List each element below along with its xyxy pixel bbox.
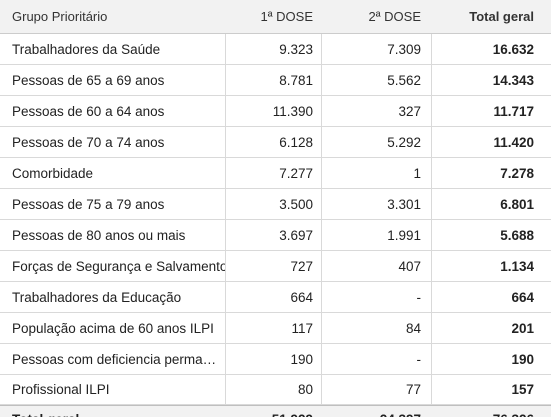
group-cell: Pessoas com deficiencia permane... [0,344,226,374]
header-total[interactable]: Total geral [469,9,534,24]
dose1-cell: 8.781 [226,65,322,95]
total-cell: 1.134 [500,258,534,274]
table-row: Comorbidade 7.277 1 7.278 [0,158,551,189]
dose2-cell: - [322,344,432,374]
total-cell: 6.801 [500,196,534,212]
total-label: Total geral [0,406,226,417]
dose2-cell: 5.292 [322,127,432,157]
dose1-cell: 3.500 [226,189,322,219]
dose2-cell: 327 [322,96,432,126]
group-cell: População acima de 60 anos ILPI [0,313,226,343]
group-cell-text: Pessoas com deficiencia permane... [12,351,218,367]
dose2-cell: 77 [322,375,432,404]
table-row: Trabalhadores da Educação 664 - 664 [0,282,551,313]
dose2-cell: 3.301 [322,189,432,219]
total-cell: 664 [511,289,534,305]
table-row: Forças de Segurança e Salvamento 727 407… [0,251,551,282]
dose2-cell: 407 [322,251,432,281]
dose1-cell: 6.128 [226,127,322,157]
total-cell: 16.632 [492,41,534,57]
dose2-cell: 1.991 [322,220,432,250]
dose2-cell: 7.309 [322,34,432,64]
total-cell: 5.688 [500,227,534,243]
dose2-cell: 84 [322,313,432,343]
dose1-cell: 9.323 [226,34,322,64]
table-total-row: Total geral 51.929 24.397 76.326 [0,405,551,417]
group-cell: Forças de Segurança e Salvamento [0,251,226,281]
header-group[interactable]: Grupo Prioritário [12,9,108,24]
dose1-cell: 727 [226,251,322,281]
total-cell: 190 [511,351,534,367]
total-cell: 157 [511,382,534,397]
group-cell: Pessoas de 70 a 74 anos [0,127,226,157]
table-row: Pessoas de 70 a 74 anos 6.128 5.292 11.4… [0,127,551,158]
dose1-cell: 664 [226,282,322,312]
group-cell: Pessoas de 65 a 69 anos [0,65,226,95]
dose1-cell: 80 [226,375,322,404]
table-row: Pessoas de 65 a 69 anos 8.781 5.562 14.3… [0,65,551,96]
header-dose1[interactable]: 1ª DOSE [260,9,314,24]
group-cell: Profissional ILPI [0,375,226,404]
total-overall: 76.326 [432,406,545,417]
dose2-cell: 5.562 [322,65,432,95]
dose1-cell: 7.277 [226,158,322,188]
group-cell: Comorbidade [0,158,226,188]
dose1-cell: 190 [226,344,322,374]
table-row: Pessoas de 60 a 64 anos 11.390 327 11.71… [0,96,551,127]
total-cell: 14.343 [492,72,534,88]
total-dose1: 51.929 [226,406,322,417]
table-row: Pessoas de 75 a 79 anos 3.500 3.301 6.80… [0,189,551,220]
total-cell: 201 [511,320,534,336]
dose2-cell: 1 [322,158,432,188]
total-cell: 11.420 [493,134,534,150]
group-cell: Pessoas de 75 a 79 anos [0,189,226,219]
header-dose2[interactable]: 2ª DOSE [368,9,422,24]
total-cell: 11.717 [493,103,534,119]
table-row: Trabalhadores da Saúde 9.323 7.309 16.63… [0,34,551,65]
dose1-cell: 11.390 [226,96,322,126]
group-cell: Trabalhadores da Saúde [0,34,226,64]
dose1-cell: 117 [226,313,322,343]
group-cell: Pessoas de 80 anos ou mais [0,220,226,250]
total-cell: 7.278 [500,165,534,181]
group-cell: Pessoas de 60 a 64 anos [0,96,226,126]
group-cell: Trabalhadores da Educação [0,282,226,312]
dose2-cell: - [322,282,432,312]
table-header: Grupo Prioritário 1ª DOSE 2ª DOSE Total … [0,0,551,34]
total-dose2: 24.397 [322,406,432,417]
table-row: Pessoas com deficiencia permane... 190 -… [0,344,551,375]
table-row: Profissional ILPI 80 77 157 [0,375,551,405]
table-row: População acima de 60 anos ILPI 117 84 2… [0,313,551,344]
dose1-cell: 3.697 [226,220,322,250]
table-row: Pessoas de 80 anos ou mais 3.697 1.991 5… [0,220,551,251]
